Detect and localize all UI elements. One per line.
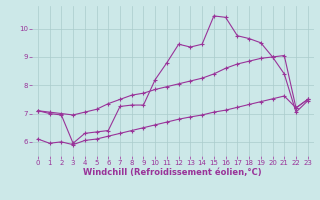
X-axis label: Windchill (Refroidissement éolien,°C): Windchill (Refroidissement éolien,°C) bbox=[84, 168, 262, 177]
